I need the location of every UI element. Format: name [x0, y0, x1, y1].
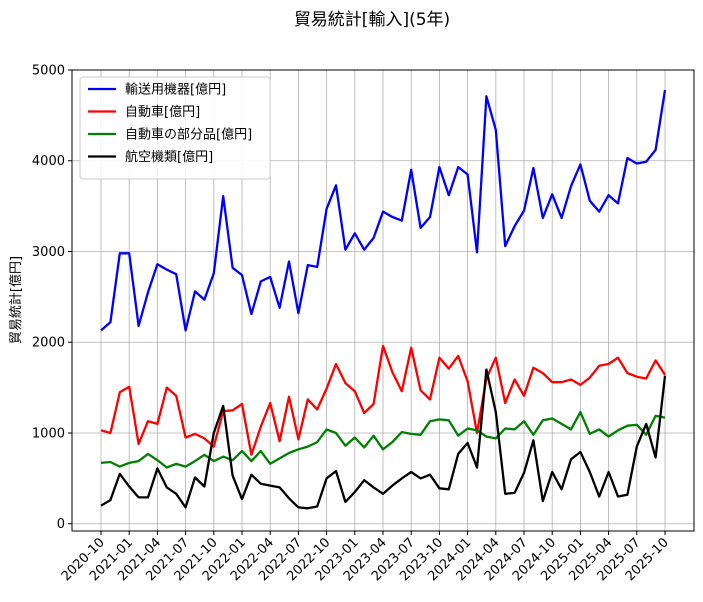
- y-axis-label: 貿易統計[億円]: [8, 256, 24, 344]
- y-tick-label: 4000: [32, 154, 65, 169]
- chart-title: 貿易統計[輸入](5年): [294, 10, 450, 30]
- series-line-4: [100, 368, 667, 510]
- y-tick-label: 2000: [32, 336, 65, 351]
- series-line-2: [100, 344, 666, 456]
- legend: 輸送用機器[億円] 自動車[億円] 自動車の部分品[億円] 航空機類[億円]: [79, 76, 271, 180]
- legend-box: [79, 76, 271, 180]
- y-tick-label: 5000: [32, 64, 65, 79]
- y-axis: 0 1000 2000 3000 4000 5000: [32, 64, 72, 532]
- y-tick-label: 0: [57, 517, 65, 532]
- y-tick-label: 3000: [32, 245, 65, 260]
- legend-label: 自動車の部分品[億円]: [125, 127, 252, 143]
- legend-label: 輸送用機器[億円]: [125, 82, 226, 98]
- legend-label: 航空機類[億円]: [125, 149, 213, 165]
- y-tick-label: 1000: [32, 426, 65, 441]
- series-lines: [100, 89, 667, 510]
- legend-label: 自動車[億円]: [125, 104, 200, 120]
- series-line-1: [100, 89, 667, 332]
- series-line-3: [100, 410, 666, 469]
